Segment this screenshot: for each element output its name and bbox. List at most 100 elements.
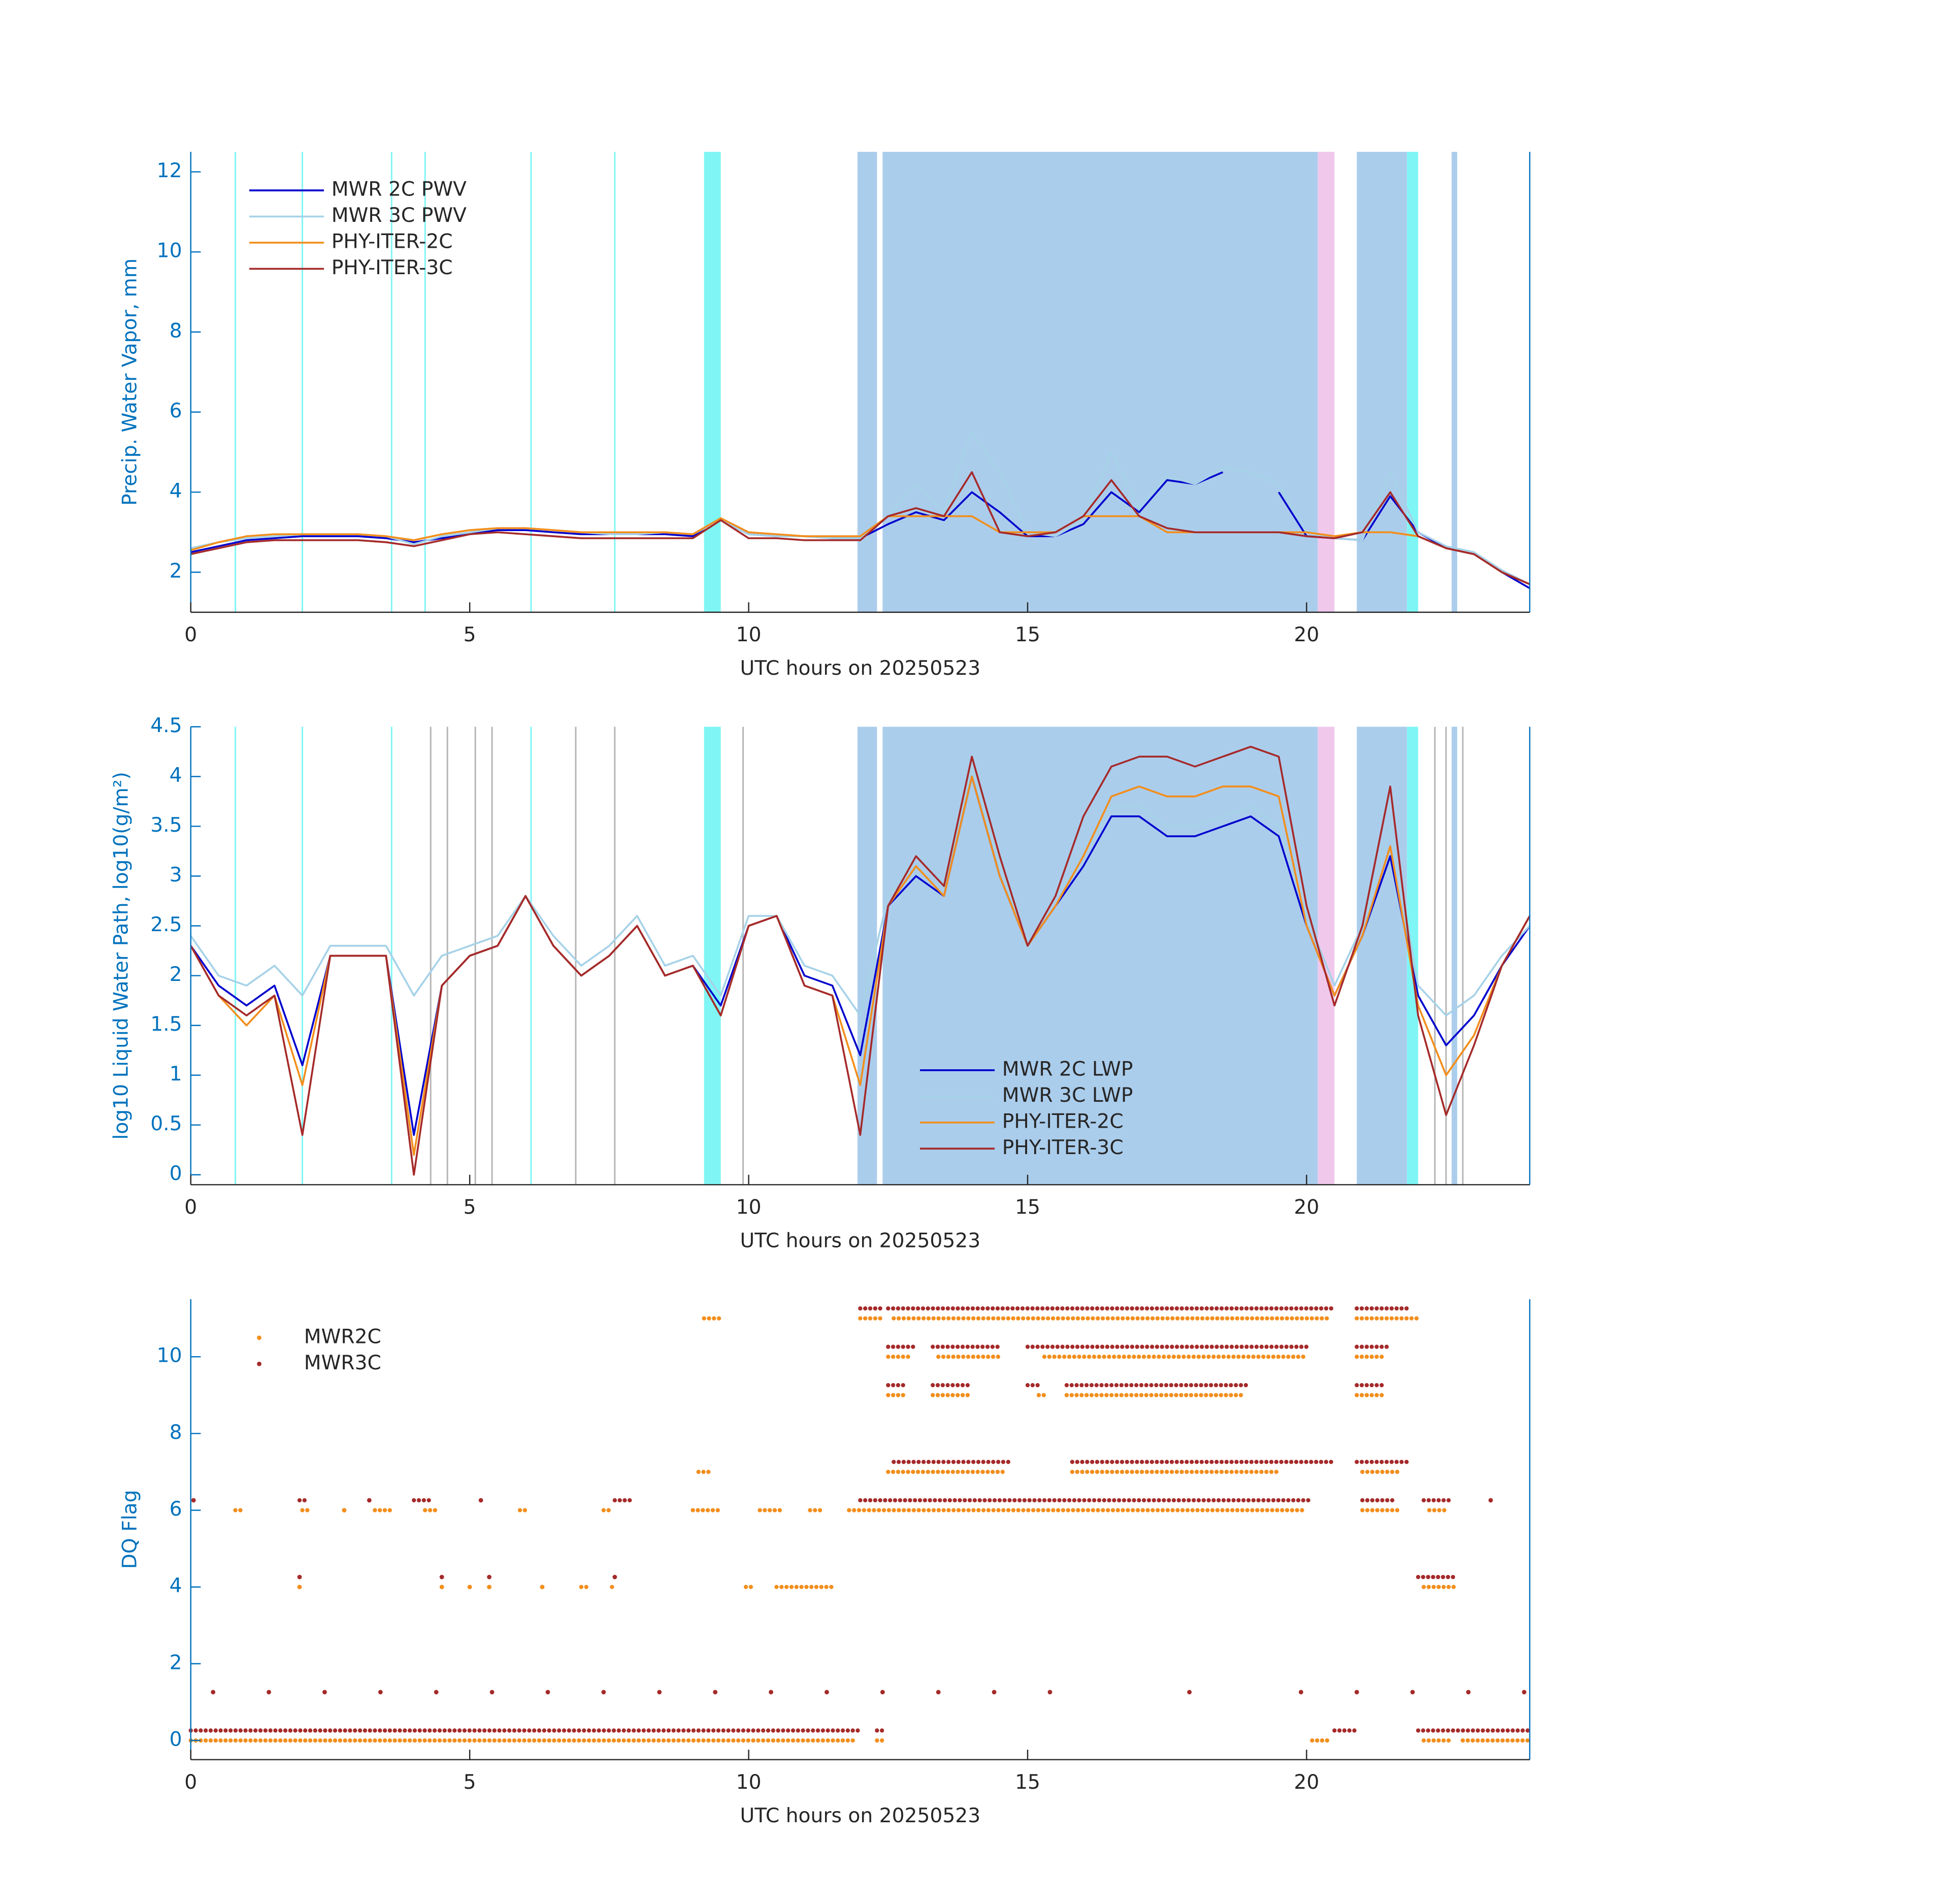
- flag-dot: [267, 1690, 271, 1695]
- y-tick-label: 1: [170, 1063, 182, 1086]
- flag-dot: [489, 1690, 495, 1695]
- x-tick-label: 10: [736, 1196, 762, 1219]
- flag-dot: [1410, 1690, 1415, 1695]
- flag-dot: [1047, 1690, 1052, 1695]
- flag-region: [1452, 152, 1458, 612]
- flag-dot: [1488, 1498, 1493, 1503]
- x-tick-label: 10: [736, 623, 762, 646]
- flag-region: [235, 727, 237, 1185]
- flag-dot: [467, 1585, 472, 1590]
- flag-dot: [1354, 1690, 1359, 1695]
- flag-region: [530, 152, 532, 612]
- y-tick-label: 4: [170, 480, 182, 503]
- y-tick-label: 3.5: [150, 814, 182, 837]
- y-tick-label: 10: [157, 1344, 182, 1367]
- y-tick-label: 0: [170, 1728, 182, 1751]
- x-tick-label: 5: [464, 1196, 476, 1219]
- legend-label: PHY-ITER-2C: [332, 230, 453, 253]
- flag-region: [704, 727, 721, 1185]
- y-tick-label: 6: [170, 400, 182, 422]
- flag-dot: [992, 1690, 997, 1695]
- x-tick-label: 20: [1294, 1196, 1320, 1219]
- flag-region: [1434, 727, 1436, 1185]
- flag-dot: [601, 1690, 606, 1695]
- x-tick-label: 5: [464, 1771, 476, 1794]
- x-tick-label: 20: [1294, 623, 1320, 646]
- series-line: [190, 515, 1530, 585]
- x-tick-label: 20: [1294, 1771, 1320, 1794]
- legend-label: MWR2C: [304, 1325, 381, 1348]
- y-tick-label: 2: [170, 560, 182, 583]
- flag-region: [1452, 727, 1458, 1185]
- flag-region: [302, 152, 303, 612]
- y-tick-label: 0: [170, 1162, 182, 1185]
- flag-dot: [342, 1508, 347, 1513]
- flag-dot: [297, 1574, 302, 1580]
- y-tick-label: 4: [170, 764, 182, 787]
- series-line: [190, 775, 1531, 1156]
- flag-dot: [378, 1690, 383, 1695]
- flag-region: [1357, 727, 1407, 1185]
- flag-dot: [612, 1574, 617, 1580]
- flag-dot: [1187, 1690, 1192, 1695]
- flag-dot: [478, 1498, 483, 1503]
- flag-region: [1462, 727, 1464, 1185]
- y-tick-label: 6: [170, 1498, 182, 1521]
- flag-dot: [880, 1690, 885, 1695]
- y-axis-label: log10 Liquid Water Path, log10(g/m²): [110, 772, 133, 1139]
- flag-dot: [540, 1585, 545, 1590]
- flag-dot: [1466, 1690, 1471, 1695]
- flag-dot: [657, 1690, 662, 1695]
- flag-dot: [487, 1585, 492, 1590]
- y-tick-label: 2: [170, 963, 182, 986]
- flag-dot: [487, 1574, 492, 1580]
- flag-region: [704, 152, 721, 612]
- y-tick-label: 0.5: [150, 1112, 182, 1135]
- y-tick-label: 8: [170, 319, 182, 342]
- flag-region: [491, 727, 493, 1185]
- y-tick-label: 2: [170, 1651, 182, 1674]
- flag-dot: [367, 1498, 372, 1503]
- x-axis-label: UTC hours on 20250523: [740, 1230, 981, 1253]
- flag-region: [424, 152, 426, 612]
- x-axis-label: UTC hours on 20250523: [740, 1804, 981, 1827]
- flag-dot: [545, 1690, 550, 1695]
- y-tick-label: 3: [170, 864, 182, 887]
- flag-region: [882, 727, 1318, 1185]
- x-tick-label: 15: [1015, 1771, 1040, 1794]
- flag-region: [446, 727, 448, 1185]
- flag-region: [474, 727, 476, 1185]
- legend-label: MWR 2C LWP: [1002, 1058, 1133, 1080]
- flag-region: [390, 152, 392, 612]
- flag-dot: [211, 1690, 216, 1695]
- legend-marker: [257, 1361, 261, 1366]
- y-tick-label: 12: [157, 159, 182, 182]
- legend-label: PHY-ITER-2C: [1002, 1110, 1124, 1133]
- x-axis-label: UTC hours on 20250523: [740, 657, 981, 680]
- flag-region: [575, 727, 577, 1185]
- legend-label: MWR 3C PWV: [332, 204, 467, 227]
- flag-dot: [439, 1574, 444, 1580]
- legend-label: MWR 2C PWV: [332, 178, 467, 201]
- flag-region: [614, 152, 616, 612]
- flag-dot: [434, 1690, 439, 1695]
- y-tick-label: 1.5: [150, 1013, 182, 1036]
- y-tick-label: 4.5: [150, 714, 182, 737]
- flag-region: [1407, 152, 1419, 612]
- x-tick-label: 0: [184, 1771, 197, 1794]
- legend-label: MWR3C: [304, 1352, 381, 1374]
- y-tick-label: 8: [170, 1421, 182, 1444]
- flag-dot: [769, 1690, 773, 1695]
- flag-dot: [1299, 1690, 1303, 1695]
- y-axis-label: Precip. Water Vapor, mm: [119, 258, 142, 506]
- flag-region: [430, 727, 432, 1185]
- legend-label: PHY-ITER-3C: [1002, 1136, 1124, 1159]
- y-axis-label: DQ Flag: [119, 1490, 142, 1569]
- series-line: [190, 471, 1530, 585]
- x-tick-label: 15: [1015, 623, 1040, 646]
- flag-dot: [1522, 1690, 1527, 1695]
- legend-label: PHY-ITER-3C: [332, 256, 453, 279]
- flag-dot: [936, 1690, 941, 1695]
